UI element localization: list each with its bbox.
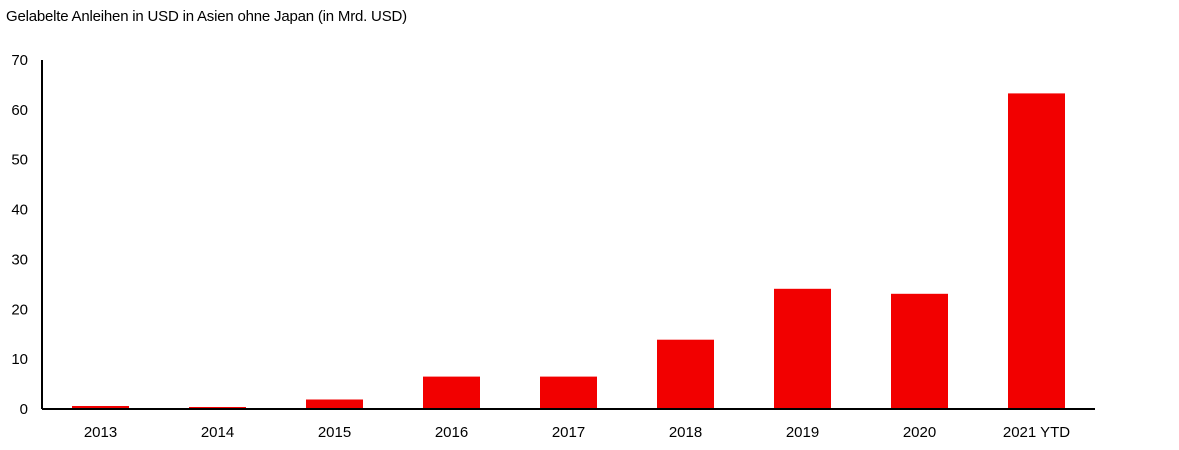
y-tick-label: 60 [11, 102, 28, 119]
bars-group [72, 93, 1065, 410]
bar-2021-ytd [1008, 93, 1065, 410]
bar-2020 [891, 293, 948, 409]
y-tick-label: 10 [11, 351, 28, 368]
x-tick-label: 2017 [552, 424, 585, 441]
x-tick-label: 2020 [903, 424, 936, 441]
y-tick-label: 30 [11, 251, 28, 268]
bar-2019 [774, 288, 831, 409]
x-tick-label: 2018 [669, 424, 702, 441]
chart-title: Gelabelte Anleihen in USD in Asien ohne … [6, 8, 407, 25]
y-tick-label: 40 [11, 202, 28, 219]
y-tick-label: 20 [11, 301, 28, 318]
bar-2013 [72, 406, 129, 409]
bar-2015 [306, 399, 363, 409]
x-tick-label: 2021 YTD [1003, 424, 1070, 441]
y-tick-label: 50 [11, 152, 28, 169]
x-tick-label: 2016 [435, 424, 468, 441]
x-tick-label: 2013 [84, 424, 117, 441]
x-tick-label: 2015 [318, 424, 351, 441]
x-tick-labels: 2013 2014 2015 2016 2017 2018 2019 2020 2021 YTD [84, 424, 1070, 441]
bar-2018 [657, 339, 714, 409]
x-tick-label: 2019 [786, 424, 819, 441]
bar-2017 [540, 376, 597, 409]
y-tick-label: 70 [11, 52, 28, 69]
bar-2016 [423, 376, 480, 409]
y-tick-labels: 0 10 20 30 40 50 60 70 [11, 52, 28, 418]
x-tick-label: 2014 [201, 424, 234, 441]
y-tick-label: 0 [20, 401, 28, 418]
